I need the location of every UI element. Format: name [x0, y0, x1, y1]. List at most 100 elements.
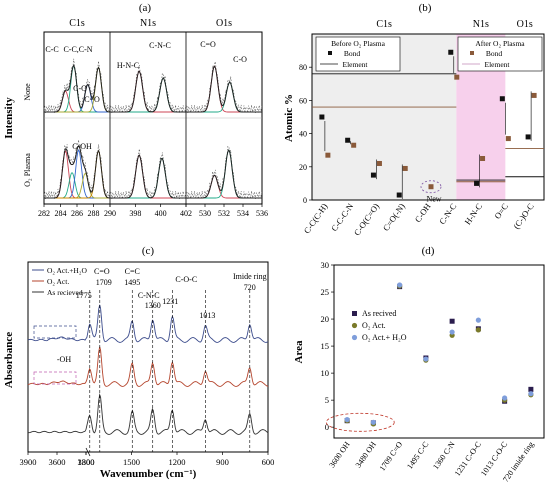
panel-d-ytick-label: 25 [321, 287, 330, 297]
panel-d-ytick-label: 15 [321, 341, 330, 351]
panel-d-ytick-label: 10 [321, 368, 330, 378]
panel-a-xtick-label: 530 [199, 209, 211, 218]
panel-b-category-label: C-N-C [437, 201, 459, 226]
panel-a-xtick-label: 398 [129, 209, 141, 218]
panel-a-region-C1s: C1s [69, 18, 85, 29]
panel-b-frame [311, 33, 545, 201]
panel-b-point-0-0 [319, 114, 325, 120]
panel-a-xtick-label: 536 [256, 209, 268, 218]
panel-b-legend-after-marker [470, 51, 474, 55]
panel-d-category-label: 3480 OH [354, 440, 378, 470]
panel-a-xtick-label: 534 [237, 209, 249, 218]
panel-d-point-0-4 [449, 318, 455, 324]
panel-c-annotation: 720 [244, 283, 256, 292]
panel-a-annotation: C=O [84, 95, 100, 104]
panel-c-xtick-label: 1800 [78, 457, 95, 467]
panel-a-component-plasma_N1s-0 [110, 154, 186, 199]
panel-a-annotation: C=O [200, 40, 216, 49]
panel-a-envelope-plasma_O1s [186, 149, 262, 199]
panel-d-category-label: 1360 C-N [431, 440, 457, 471]
panel-a-annotation: C-C,C-N [63, 45, 92, 54]
panel-d-point-2-2 [397, 282, 403, 288]
panel-c-annotation: C=C [125, 267, 140, 276]
panel-b-legend-after-bond: Bond [486, 49, 503, 58]
panel-b-category-label: (C-)O-C [511, 201, 536, 231]
panel-c-xtick-label: 600 [262, 457, 275, 467]
panel-d-ytick-label: 20 [321, 314, 330, 324]
panel-d-legend-marker-2 [351, 334, 358, 341]
panel-d-category-label: 1495 C-C [405, 440, 430, 471]
panel-b-point-1-3 [402, 165, 408, 171]
panel-a-annotation: C-O [233, 55, 247, 64]
panel-d-ylabel: Area [293, 340, 305, 364]
panel-c-xtick-label: 900 [216, 457, 229, 467]
panel-c-oh-box-1 [33, 325, 77, 339]
panel-a-region-N1s: N1s [140, 18, 156, 29]
panel-a-component-none_O1s-1 [186, 81, 262, 113]
panel-a-xtick-label: 402 [180, 209, 192, 218]
panel-c-ylabel: Absorbance [3, 332, 15, 388]
panel-a-envelope-plasma_N1s [110, 154, 186, 199]
panel-b-ytick-label: 60 [299, 96, 307, 105]
panel-a-component-plasma_N1s-1 [110, 157, 186, 199]
panel-b-point-0-1 [345, 137, 351, 143]
panel-d-point-2-7 [528, 391, 534, 397]
panel-b-region-label: C1s [376, 19, 392, 30]
panel-d-point-0-7 [528, 386, 534, 392]
panel-b-new-label: New [426, 195, 441, 204]
panel-b: (b) C1s N1s O1s 0 20 40 60 80 Atomic % New C-C(C-H)… [283, 2, 545, 237]
panel-c-xtick-label: 1200 [169, 457, 186, 467]
panel-c-annotation: 1360 [145, 301, 161, 310]
panel-a-envelope-none_O1s [186, 65, 262, 113]
panel-d-legend-label-2: O₂ Act.+ H₂O [362, 333, 407, 342]
panel-b-category-label: C-O(C=O) [352, 201, 381, 237]
panel-b-region-label: N1s [473, 19, 489, 30]
panel-a-raw-plasma_N1s [109, 148, 187, 200]
panel-a-region-O1s: O1s [216, 18, 232, 29]
panel-a-raw-none_C1s [43, 58, 111, 114]
panel-d: (d) 0 5 10 15 20 25 30 Area 3600 OH 3480 OH 1709 C=… [293, 245, 545, 482]
panel-b-point-1-1 [351, 142, 357, 148]
panel-b-point-1-5 [454, 74, 460, 80]
panel-b-category-label: O=C [492, 201, 510, 221]
panel-d-point-2-3 [423, 356, 429, 362]
panel-b-ytick-label: 40 [299, 130, 307, 139]
panel-b-point-1-8 [531, 92, 537, 98]
panel-c-annotation: Imide ring [233, 272, 267, 281]
panel-b-label: (b) [419, 2, 432, 14]
panel-a-xtick-label: 284 [55, 209, 67, 218]
panel-a-annotation: C-OH [72, 142, 92, 151]
panel-b-legend-before-title: Before O₂ Plasma [331, 39, 386, 48]
panel-a-xtick-label: 400 [155, 209, 167, 218]
panel-c-spectrum-0 [27, 304, 269, 343]
panel-c-label: (c) [142, 245, 155, 257]
panel-d-legend: As recived O₂ Act. O₂ Act.+ H₂O [351, 309, 407, 342]
panel-d-legend-marker-0 [352, 311, 357, 316]
panel-c-spectrum-1 [27, 346, 269, 387]
panel-b-new-highlight [420, 180, 442, 194]
panel-a-label: (a) [139, 2, 152, 14]
panel-d-ytick-label: 30 [321, 260, 330, 270]
panel-c-annotation: 1495 [124, 278, 140, 287]
panel-b-ytick-label: 80 [299, 63, 307, 72]
panel-c-annotation: 1709 [96, 278, 112, 287]
panel-d-category-label: 1709 C=O [378, 440, 405, 473]
panel-b-legend-before-element: Element [343, 60, 369, 69]
panel-d-label: (d) [422, 245, 435, 257]
panel-d-ytick-label: 5 [325, 395, 329, 405]
panel-c-oh-box-2 [33, 371, 77, 385]
panel-a-annotation: C-N-C [149, 41, 171, 50]
panel-d-point-2-5 [475, 317, 481, 323]
panel-b-category-label: C-C-C-N [329, 201, 355, 233]
panel-a-component-plasma_C1s-3 [44, 172, 110, 199]
panel-a-xtick-label: 282 [38, 209, 50, 218]
panel-b-ytick-label: 20 [299, 163, 307, 172]
panel-a-xtick-label: 532 [218, 209, 230, 218]
panel-a-annotation: C-C [45, 45, 58, 54]
panel-b-legend-before-bond: Bond [344, 49, 361, 58]
panel-a-envelope-none_C1s [44, 64, 111, 113]
panel-c-legend-label-0: O₂ Act.+H₂O [47, 266, 87, 275]
